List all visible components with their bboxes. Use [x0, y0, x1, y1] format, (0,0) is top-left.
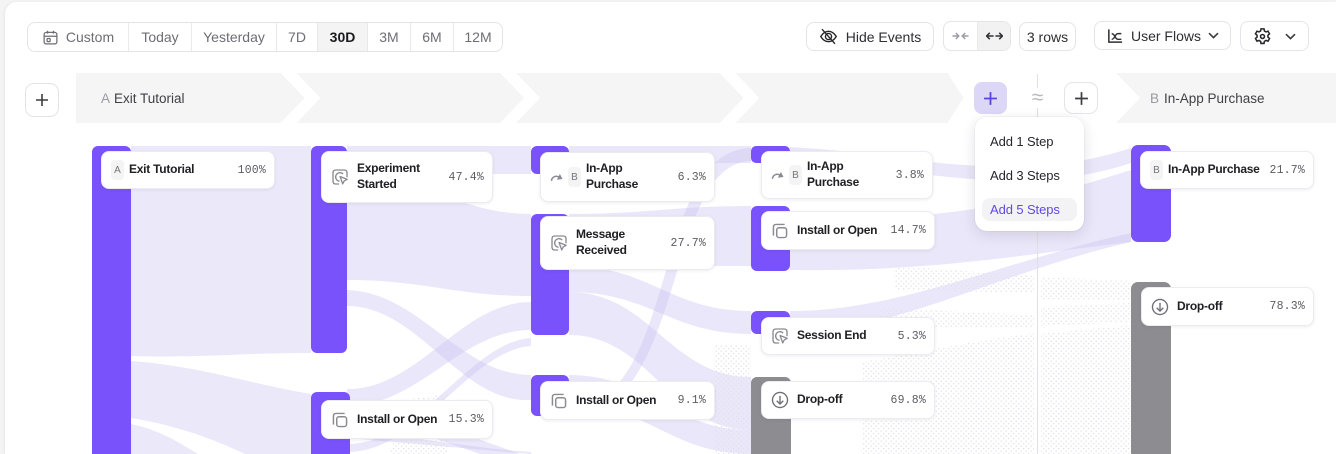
svg-text:≈: ≈ — [1032, 86, 1044, 109]
svg-text:B: B — [1150, 91, 1159, 106]
svg-text:A: A — [101, 91, 110, 106]
svg-text:In-App Purchase: In-App Purchase — [1164, 91, 1265, 106]
svg-text:Exit Tutorial: Exit Tutorial — [114, 91, 185, 106]
